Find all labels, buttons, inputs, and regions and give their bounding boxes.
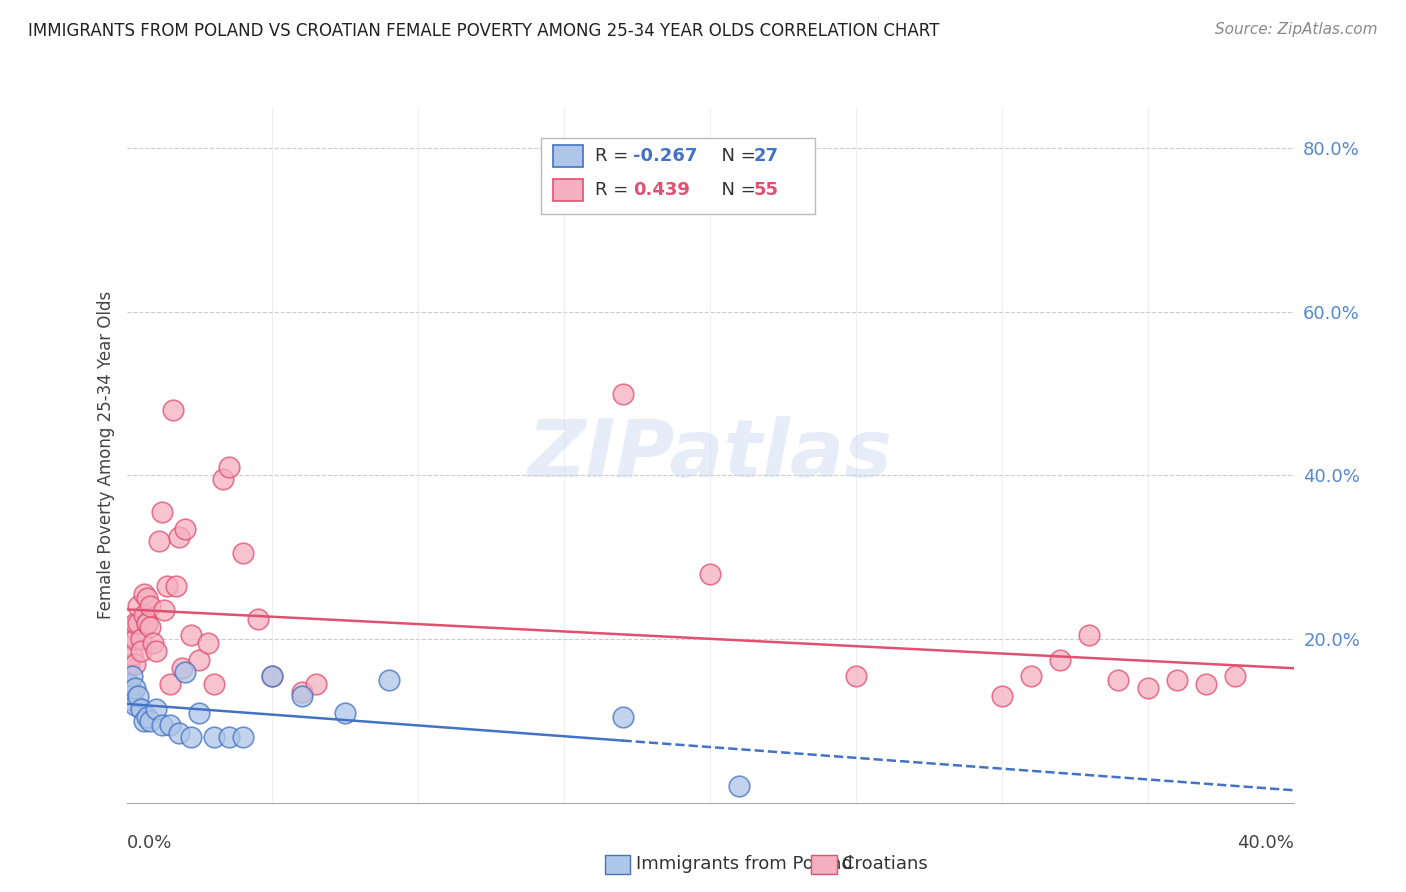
Point bbox=[167, 530, 190, 544]
Point bbox=[118, 685, 141, 699]
Point bbox=[118, 677, 141, 691]
Point bbox=[1166, 673, 1188, 687]
Point bbox=[132, 607, 155, 622]
Point bbox=[162, 403, 184, 417]
Point bbox=[121, 669, 143, 683]
Point bbox=[121, 648, 143, 663]
Point bbox=[202, 731, 225, 745]
Text: R =: R = bbox=[595, 181, 640, 199]
Point bbox=[990, 690, 1012, 704]
Point bbox=[139, 714, 162, 728]
Point bbox=[153, 603, 176, 617]
Point bbox=[150, 718, 173, 732]
Point bbox=[136, 591, 159, 606]
Point bbox=[202, 677, 225, 691]
Point bbox=[129, 632, 152, 646]
Point bbox=[174, 665, 197, 679]
Point bbox=[246, 612, 269, 626]
Point bbox=[132, 587, 155, 601]
Point bbox=[232, 546, 254, 560]
Point bbox=[136, 710, 159, 724]
Point bbox=[378, 673, 401, 687]
Point bbox=[150, 505, 173, 519]
Point bbox=[139, 599, 162, 614]
Text: Source: ZipAtlas.com: Source: ZipAtlas.com bbox=[1215, 22, 1378, 37]
Point bbox=[305, 677, 328, 691]
Point bbox=[127, 690, 149, 704]
Point bbox=[218, 731, 240, 745]
Point bbox=[290, 685, 312, 699]
Point bbox=[262, 669, 284, 683]
Text: N =: N = bbox=[710, 181, 762, 199]
Point bbox=[121, 685, 143, 699]
Point bbox=[188, 652, 211, 666]
Point bbox=[1136, 681, 1159, 696]
Point bbox=[124, 615, 146, 630]
Point bbox=[159, 677, 181, 691]
Point bbox=[232, 731, 254, 745]
Point bbox=[699, 566, 721, 581]
Point bbox=[1195, 677, 1218, 691]
Point bbox=[118, 657, 141, 671]
Point bbox=[290, 690, 312, 704]
Text: R =: R = bbox=[595, 147, 634, 165]
Point bbox=[612, 386, 634, 401]
Point bbox=[167, 726, 190, 740]
Point bbox=[180, 731, 202, 745]
Text: 0.0%: 0.0% bbox=[127, 834, 172, 852]
Point bbox=[124, 681, 146, 696]
Point bbox=[845, 669, 868, 683]
Text: -0.267: -0.267 bbox=[633, 147, 697, 165]
Point bbox=[170, 661, 193, 675]
Point bbox=[188, 706, 211, 720]
Text: IMMIGRANTS FROM POLAND VS CROATIAN FEMALE POVERTY AMONG 25-34 YEAR OLDS CORRELAT: IMMIGRANTS FROM POLAND VS CROATIAN FEMAL… bbox=[28, 22, 939, 40]
Point bbox=[132, 714, 155, 728]
Point bbox=[136, 615, 159, 630]
Point bbox=[180, 628, 202, 642]
Text: 0.439: 0.439 bbox=[633, 181, 689, 199]
Point bbox=[728, 780, 751, 794]
Point bbox=[136, 615, 159, 630]
Point bbox=[148, 533, 170, 548]
Point bbox=[156, 579, 179, 593]
Point bbox=[129, 644, 152, 658]
Point bbox=[165, 579, 187, 593]
Point bbox=[1019, 669, 1042, 683]
Point bbox=[145, 644, 167, 658]
Point bbox=[1223, 669, 1246, 683]
Point bbox=[142, 636, 165, 650]
Point bbox=[612, 710, 634, 724]
Text: Immigrants from Poland: Immigrants from Poland bbox=[636, 855, 852, 873]
Point bbox=[127, 615, 149, 630]
Text: Croatians: Croatians bbox=[842, 855, 928, 873]
Point bbox=[118, 632, 141, 646]
Point bbox=[121, 620, 143, 634]
Text: ZIPatlas: ZIPatlas bbox=[527, 416, 893, 494]
Point bbox=[124, 632, 146, 646]
Point bbox=[129, 701, 152, 715]
Text: 40.0%: 40.0% bbox=[1237, 834, 1294, 852]
Point bbox=[1049, 652, 1071, 666]
Point bbox=[262, 669, 284, 683]
Point bbox=[197, 636, 219, 650]
Point bbox=[1078, 628, 1101, 642]
Point bbox=[1108, 673, 1130, 687]
Point bbox=[335, 706, 357, 720]
Text: N =: N = bbox=[710, 147, 762, 165]
Text: 55: 55 bbox=[754, 181, 779, 199]
Point bbox=[118, 677, 141, 691]
Point bbox=[211, 473, 233, 487]
Point bbox=[124, 698, 146, 712]
Point bbox=[174, 522, 197, 536]
Point bbox=[127, 599, 149, 614]
Point bbox=[139, 620, 162, 634]
Point bbox=[121, 693, 143, 707]
Y-axis label: Female Poverty Among 25-34 Year Olds: Female Poverty Among 25-34 Year Olds bbox=[97, 291, 115, 619]
Point bbox=[218, 460, 240, 475]
Point bbox=[159, 718, 181, 732]
Text: 27: 27 bbox=[754, 147, 779, 165]
Point bbox=[145, 701, 167, 715]
Point bbox=[124, 657, 146, 671]
